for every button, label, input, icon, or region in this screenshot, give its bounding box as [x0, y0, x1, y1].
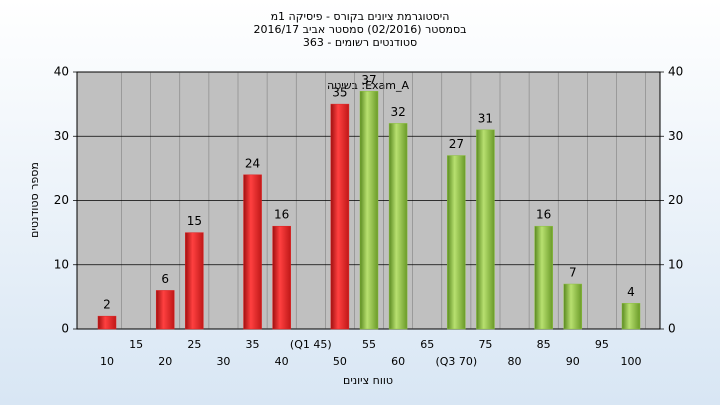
y-tick-label: 0 [61, 322, 69, 336]
x-tick-label: 50 [333, 355, 347, 368]
value-label: 37 [361, 73, 376, 87]
bar [476, 129, 495, 330]
x-tick-label: 20 [158, 355, 172, 368]
x-tick-label: 65 [420, 338, 434, 351]
bar [97, 315, 117, 330]
x-tick-label: 15 [129, 338, 143, 351]
x-tick-label: 80 [508, 355, 522, 368]
bar [447, 155, 466, 330]
value-label: 4 [627, 285, 635, 299]
y-tick-label: 10 [668, 257, 683, 271]
value-label: 32 [390, 105, 405, 119]
y-tick-label: 20 [668, 193, 683, 207]
y-tick-label: 30 [54, 129, 69, 143]
annotation: בשיטה :Exam_A [327, 79, 410, 92]
bar [243, 174, 262, 330]
x-tick-label: 40 [275, 355, 289, 368]
y-tick-label: 40 [54, 65, 69, 79]
value-label: 35 [332, 86, 347, 100]
x-tick-label: 30 [216, 355, 230, 368]
bar [185, 232, 204, 330]
x-tick-label: 60 [391, 355, 405, 368]
y-tick-label: 0 [668, 322, 676, 336]
bar [388, 123, 408, 330]
value-label: 6 [161, 272, 169, 286]
value-label: 15 [187, 214, 202, 228]
value-label: 16 [274, 208, 289, 222]
x-tick-label: 100 [621, 355, 642, 368]
bar [534, 225, 553, 330]
x-tick-label: 10 [100, 355, 114, 368]
x-tick-label: 35 [246, 338, 260, 351]
chart-title: היסטוגרמת ציונים בקורס - פיסיקה 1מ [271, 10, 450, 23]
x-tick-label: (Q1 45) [290, 338, 332, 351]
y-tick-label: 10 [54, 257, 69, 271]
y-tick-label: 40 [668, 65, 683, 79]
bar [563, 283, 583, 330]
bar [621, 303, 641, 330]
value-label: 7 [569, 266, 577, 280]
value-label: 27 [449, 137, 464, 151]
x-tick-label: 75 [478, 338, 492, 351]
x-tick-label: 95 [595, 338, 609, 351]
y-tick-label: 20 [54, 193, 69, 207]
x-tick-label: (Q3 70) [435, 355, 477, 368]
bar [359, 91, 379, 330]
chart-subtitle: סטודנטים רשומים - 363 [303, 36, 417, 49]
chart-subtitle: בסמסטר (02/2016) סמסטר אביב 2016/17 [253, 23, 466, 36]
value-label: 16 [536, 208, 551, 222]
y-tick-label: 30 [668, 129, 683, 143]
value-label: 2 [103, 298, 111, 312]
y-axis-label: מספר סטודנטים [28, 162, 41, 238]
value-label: 31 [478, 111, 493, 125]
x-tick-label: 90 [566, 355, 580, 368]
x-axis-label: טווח ציונים [343, 374, 393, 387]
x-tick-label: 25 [187, 338, 201, 351]
value-label: 24 [245, 156, 260, 170]
bar [272, 225, 291, 330]
x-tick-label: 85 [537, 338, 551, 351]
bar [330, 103, 350, 330]
x-tick-label: 55 [362, 338, 376, 351]
bar [155, 290, 175, 330]
